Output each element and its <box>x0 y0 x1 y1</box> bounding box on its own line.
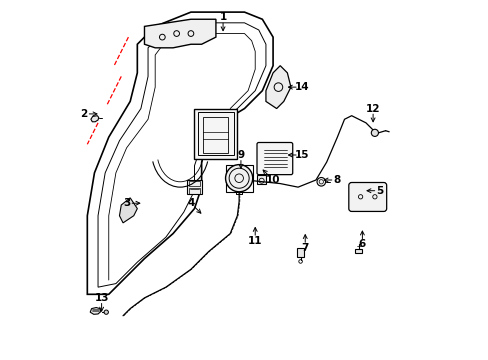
Bar <box>225 165 252 192</box>
Bar <box>194 109 237 158</box>
Text: 4: 4 <box>187 198 194 208</box>
Text: 8: 8 <box>333 175 340 185</box>
Bar <box>189 188 200 194</box>
Polygon shape <box>265 66 290 109</box>
Bar <box>257 175 265 184</box>
Bar <box>297 248 303 257</box>
Text: 6: 6 <box>358 239 365 249</box>
Circle shape <box>225 165 252 192</box>
FancyBboxPatch shape <box>348 183 386 211</box>
Polygon shape <box>91 116 99 122</box>
Circle shape <box>104 310 108 314</box>
Text: 3: 3 <box>123 198 130 208</box>
Bar <box>187 180 201 194</box>
Bar <box>354 249 362 253</box>
Circle shape <box>370 129 378 136</box>
Polygon shape <box>119 198 137 223</box>
Polygon shape <box>90 307 101 314</box>
FancyBboxPatch shape <box>257 143 292 175</box>
Text: 10: 10 <box>265 175 280 185</box>
Bar <box>203 117 228 153</box>
Text: 11: 11 <box>247 236 262 246</box>
Text: 5: 5 <box>376 186 383 196</box>
Text: 1: 1 <box>219 13 226 22</box>
Polygon shape <box>144 19 216 48</box>
Text: 13: 13 <box>94 293 109 303</box>
Text: 7: 7 <box>301 243 308 253</box>
Text: 14: 14 <box>294 82 308 92</box>
Bar <box>198 112 233 155</box>
Text: 2: 2 <box>80 109 87 119</box>
Text: 9: 9 <box>237 150 244 160</box>
Bar <box>189 181 200 186</box>
Text: 12: 12 <box>365 104 380 113</box>
Circle shape <box>316 177 325 186</box>
Text: 15: 15 <box>294 150 308 160</box>
